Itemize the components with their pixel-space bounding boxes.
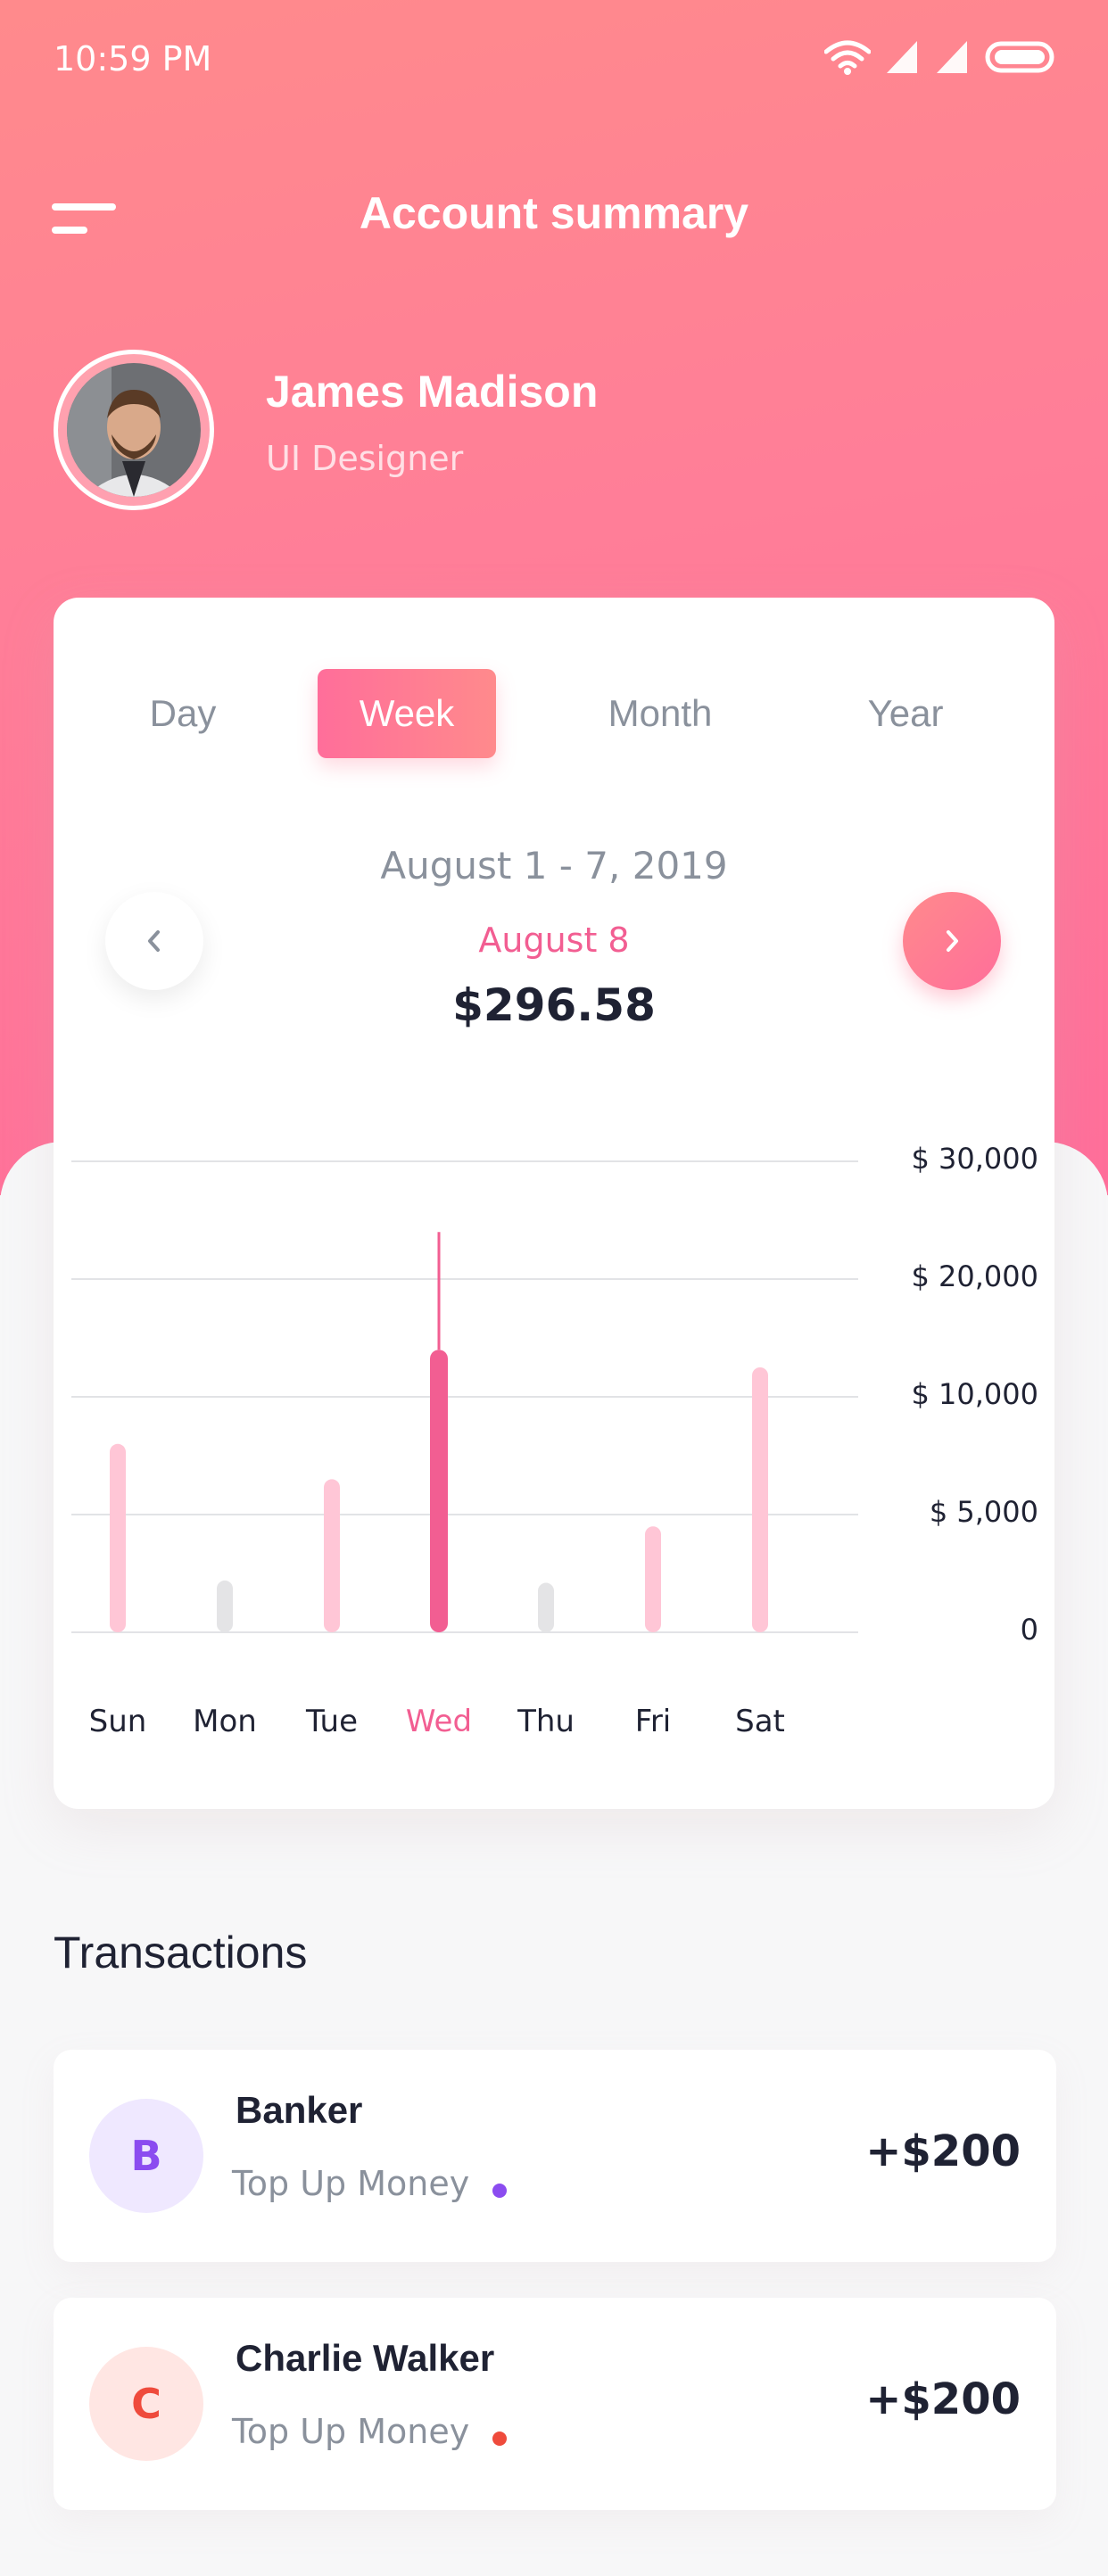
page-title: Account summary bbox=[359, 188, 749, 238]
battery-icon bbox=[985, 41, 1054, 73]
transaction-name: Charlie Walker bbox=[236, 2337, 495, 2379]
transaction-item[interactable]: B Banker Top Up Money +$200 bbox=[54, 2050, 1056, 2262]
bar-fri[interactable] bbox=[645, 1526, 661, 1632]
transaction-amount: +$200 bbox=[865, 2374, 1021, 2424]
weekly-bar-chart: $ 30,000 $ 20,000 $ 10,000 $ 5,000 0 Sun Mon Tu… bbox=[54, 598, 1054, 1809]
y-tick-label: $ 10,000 bbox=[911, 1377, 1039, 1411]
y-tick-label: $ 20,000 bbox=[911, 1259, 1039, 1293]
bar-thu[interactable] bbox=[538, 1582, 554, 1632]
tab-day[interactable]: Day bbox=[149, 692, 217, 734]
summary-card: Day Week Month Year August 1 - 7, 2019 A… bbox=[54, 598, 1054, 1809]
wifi-icon bbox=[824, 40, 871, 75]
status-time: 10:59 PM bbox=[54, 39, 212, 78]
transaction-name: Banker bbox=[236, 2089, 363, 2131]
chevron-left-icon bbox=[148, 930, 160, 952]
transactions-title: Transactions bbox=[54, 1928, 308, 1977]
x-tick-label-fri[interactable]: Fri bbox=[634, 1704, 672, 1739]
transaction-description: Top Up Money bbox=[232, 2164, 470, 2203]
bar-sat[interactable] bbox=[752, 1367, 768, 1632]
tab-week[interactable]: Week bbox=[318, 669, 496, 758]
status-icons bbox=[824, 39, 1054, 75]
profile-role: UI Designer bbox=[266, 439, 464, 478]
chevron-right-icon bbox=[947, 930, 958, 952]
avatar[interactable] bbox=[54, 350, 214, 510]
menu-button[interactable] bbox=[52, 203, 116, 239]
transaction-avatar: C bbox=[89, 2347, 203, 2461]
selected-date: August 8 bbox=[478, 921, 630, 960]
cellular-signal-icon-2 bbox=[937, 41, 967, 73]
cellular-signal-icon bbox=[887, 41, 917, 73]
tab-year[interactable]: Year bbox=[867, 692, 944, 734]
avatar-photo bbox=[67, 363, 201, 497]
x-tick-label-mon[interactable]: Mon bbox=[193, 1704, 257, 1739]
bar-wed[interactable] bbox=[430, 1350, 448, 1632]
tab-month[interactable]: Month bbox=[608, 692, 713, 734]
selected-amount: $296.58 bbox=[452, 979, 656, 1031]
x-tick-label-sun[interactable]: Sun bbox=[88, 1704, 147, 1739]
y-tick-label: $ 5,000 bbox=[929, 1495, 1038, 1529]
x-tick-label-tue[interactable]: Tue bbox=[305, 1704, 359, 1739]
x-tick-label-thu[interactable]: Thu bbox=[517, 1704, 575, 1739]
transaction-description: Top Up Money bbox=[232, 2412, 470, 2451]
status-dot bbox=[492, 2432, 507, 2446]
y-tick-label: 0 bbox=[1020, 1613, 1038, 1647]
bar-sun[interactable] bbox=[110, 1443, 126, 1632]
x-tick-label-wed[interactable]: Wed bbox=[405, 1704, 473, 1739]
status-bar: 10:59 PM bbox=[0, 0, 1108, 116]
x-tick-label-sat[interactable]: Sat bbox=[735, 1704, 785, 1739]
transaction-item[interactable]: C Charlie Walker Top Up Money +$200 bbox=[54, 2298, 1056, 2510]
y-tick-label: $ 30,000 bbox=[911, 1142, 1039, 1176]
bar-mon[interactable] bbox=[217, 1580, 233, 1632]
status-dot bbox=[492, 2184, 507, 2198]
chart-svg bbox=[71, 1160, 858, 1633]
previous-period-button[interactable] bbox=[105, 892, 203, 990]
transaction-amount: +$200 bbox=[865, 2126, 1021, 2176]
bar-tue[interactable] bbox=[324, 1479, 340, 1632]
date-range: August 1 - 7, 2019 bbox=[380, 844, 728, 888]
transaction-avatar: B bbox=[89, 2099, 203, 2213]
profile-name: James Madison bbox=[266, 367, 599, 417]
next-period-button[interactable] bbox=[903, 892, 1001, 990]
